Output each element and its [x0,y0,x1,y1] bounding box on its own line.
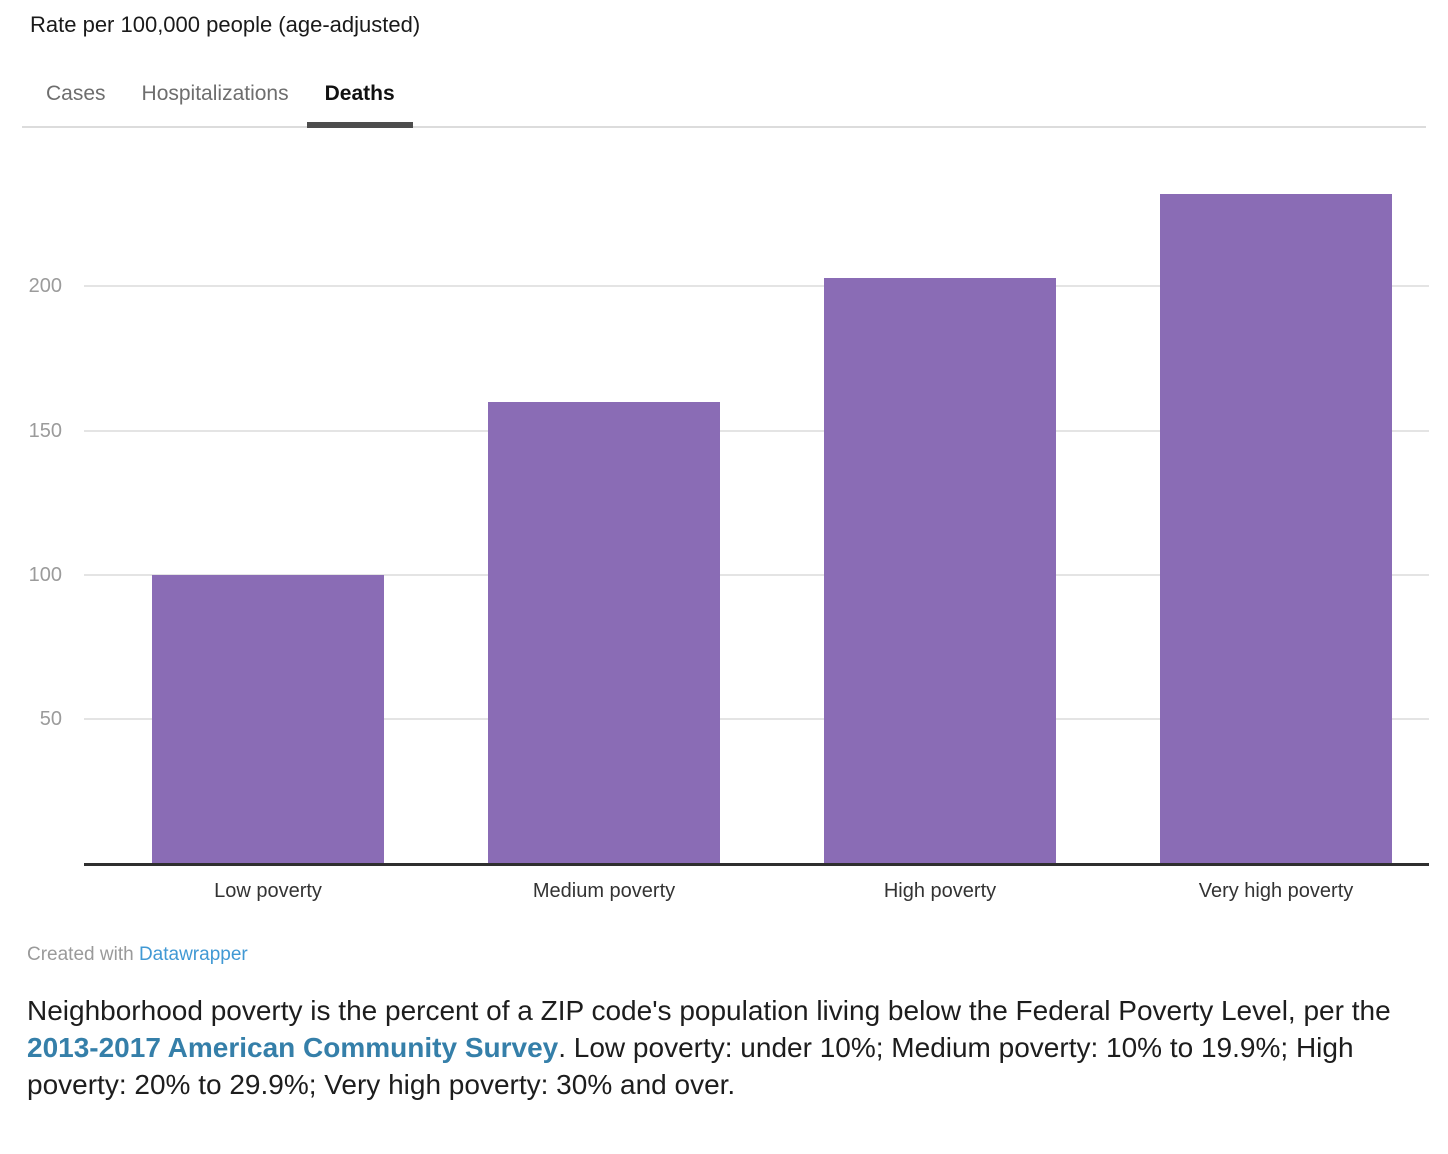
tab-deaths[interactable]: Deaths [306,76,413,128]
x-axis-label-low-poverty: Low poverty [214,880,322,902]
y-tick-label-150: 150 [28,419,62,442]
bar-very-high-poverty [1160,194,1392,863]
x-axis-label-very-high-poverty: Very high poverty [1198,880,1354,902]
plot-area: 50 100 150 200 [29,128,1429,866]
x-axis-label-medium-poverty: Medium poverty [532,880,676,902]
attribution: Created with Datawrapper [27,944,1448,966]
y-tick-label-50: 50 [39,707,62,730]
caption-text-before: Neighborhood poverty is the percent of a… [27,995,1391,1026]
chart-title: Rate per 100,000 people (age-adjusted) [30,12,421,37]
gridline-150 [84,429,1429,432]
tab-bar: Cases Hospitalizations Deaths [22,38,1426,128]
x-axis-labels: Low poverty Medium poverty High poverty Ver… [84,866,1448,910]
gridline-100 [84,573,1429,576]
attribution-prefix: Created with [27,944,139,965]
gridline-200 [84,285,1429,288]
tab-hospitalizations[interactable]: Hospitalizations [141,82,289,105]
bar-high-poverty [824,277,1056,863]
caption-text-after: . Low poverty: under 10%; Medium poverty… [27,1032,1354,1100]
bar-low-poverty [152,574,384,863]
x-axis-label-high-poverty: High poverty [883,880,997,902]
y-tick-label-100: 100 [28,563,62,586]
caption-source-link[interactable]: 2013-2017 American Community Survey [27,1032,559,1063]
tab-cases[interactable]: Cases [46,82,106,105]
bar-medium-poverty [488,401,720,863]
datawrapper-link[interactable]: Datawrapper [138,944,248,965]
gridline-50 [84,717,1429,720]
y-tick-label-200: 200 [28,275,62,298]
caption: Neighborhood poverty is the percent of a… [27,992,1421,1103]
